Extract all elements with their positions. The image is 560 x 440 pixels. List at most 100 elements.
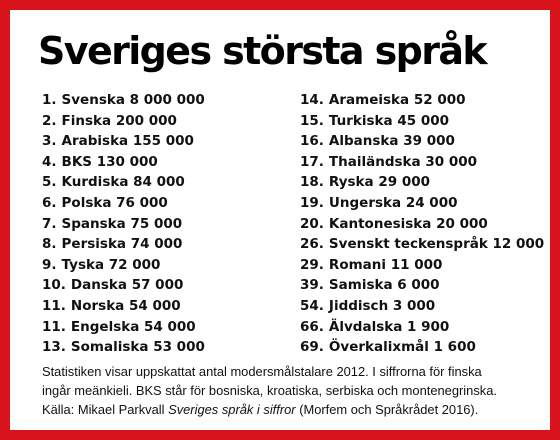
speaker-count: 39 000 bbox=[403, 133, 455, 150]
rank-number: 7. bbox=[42, 215, 57, 232]
rank-number: 16. bbox=[300, 133, 324, 150]
rank-number: 14. bbox=[300, 92, 324, 108]
language-name: Turkiska bbox=[328, 112, 393, 129]
language-name: Samiska bbox=[328, 277, 393, 294]
language-name: Somaliska bbox=[70, 339, 149, 356]
rank-number: 5. bbox=[42, 174, 57, 191]
rank-number: 3. bbox=[42, 133, 57, 150]
language-name: Svenskt teckenspråk bbox=[328, 236, 488, 253]
rank-number: 11. bbox=[42, 297, 66, 314]
rank-number: 26. bbox=[300, 236, 324, 253]
list-item: 7. Spanska 75 000 bbox=[42, 214, 292, 235]
footnote-line: ingår meänkieli. BKS står för bosniska, … bbox=[42, 383, 497, 398]
speaker-count: 52 000 bbox=[413, 92, 466, 108]
speaker-count: 30 000 bbox=[425, 153, 477, 170]
list-item: 11. Engelska 54 000 bbox=[42, 317, 292, 338]
footnote: Statistiken visar uppskattat antal moder… bbox=[42, 362, 557, 419]
list-item: 13. Somaliska 53 000 bbox=[42, 337, 292, 358]
language-name: Jiddisch bbox=[328, 297, 389, 314]
speaker-count: 20 000 bbox=[436, 215, 488, 232]
speaker-count: 11 000 bbox=[390, 256, 443, 273]
rank-number: 29. bbox=[300, 256, 324, 273]
list-item: 14. Arameiska 52 000 bbox=[300, 90, 550, 111]
rank-number: 69. bbox=[300, 339, 324, 356]
list-item: 54. Jiddisch 3 000 bbox=[300, 296, 550, 317]
rank-number: 17. bbox=[300, 153, 324, 170]
rank-number: 6. bbox=[42, 194, 57, 211]
list-item: 9. Tyska 72 000 bbox=[42, 255, 292, 276]
language-list-right: 14. Arameiska 52 000 15. Turkiska 45 000 16.… bbox=[300, 90, 550, 358]
rank-number: 13. bbox=[42, 339, 66, 356]
language-name: Thailändska bbox=[328, 153, 421, 170]
language-name: BKS bbox=[61, 153, 93, 170]
list-item: 16. Albanska 39 000 bbox=[300, 131, 550, 152]
list-item: 17. Thailändska 30 000 bbox=[300, 152, 550, 173]
language-name: Romani bbox=[328, 256, 387, 273]
page-title: Sveriges största språk bbox=[38, 29, 488, 73]
language-name: Tyska bbox=[61, 256, 105, 273]
footnote-line: Statistiken visar uppskattat antal moder… bbox=[42, 364, 482, 379]
language-name: Danska bbox=[70, 277, 127, 294]
list-item: 8. Persiska 74 000 bbox=[42, 234, 292, 255]
speaker-count: 76 000 bbox=[116, 194, 168, 211]
language-name: Polska bbox=[61, 194, 112, 211]
list-item: 39. Samiska 6 000 bbox=[300, 275, 550, 296]
speaker-count: 75 000 bbox=[130, 215, 183, 232]
list-item: 29. Romani 11 000 bbox=[300, 255, 550, 276]
list-item: 66. Älvdalska 1 900 bbox=[300, 317, 550, 338]
speaker-count: 8 000 000 bbox=[129, 92, 205, 108]
list-item: 2. Finska 200 000 bbox=[42, 111, 292, 132]
rank-number: 66. bbox=[300, 318, 324, 335]
list-item: 11. Norska 54 000 bbox=[42, 296, 292, 317]
source-prefix: Källa: Mikael Parkvall bbox=[42, 402, 169, 417]
language-name: Norska bbox=[70, 297, 125, 314]
list-item: 10. Danska 57 000 bbox=[42, 275, 292, 296]
language-name: Arameiska bbox=[328, 92, 410, 108]
list-item: 1. Svenska 8 000 000 bbox=[42, 90, 292, 111]
speaker-count: 3 000 bbox=[392, 297, 436, 314]
list-item: 3. Arabiska 155 000 bbox=[42, 131, 292, 152]
language-name: Älvdalska bbox=[328, 318, 403, 335]
rank-number: 39. bbox=[300, 277, 324, 294]
speaker-count: 200 000 bbox=[115, 112, 177, 129]
speaker-count: 54 000 bbox=[144, 318, 196, 335]
language-name: Albanska bbox=[328, 133, 399, 150]
rank-number: 11. bbox=[42, 318, 66, 335]
language-name: Finska bbox=[61, 112, 112, 129]
language-name: Kurdiska bbox=[61, 174, 129, 191]
language-name: Arabiska bbox=[61, 133, 129, 150]
speaker-count: 74 000 bbox=[130, 236, 183, 253]
list-item: 19. Ungerska 24 000 bbox=[300, 193, 550, 214]
speaker-count: 84 000 bbox=[133, 174, 185, 191]
source-title: Sveriges språk i siffror bbox=[168, 402, 296, 417]
rank-number: 4. bbox=[42, 153, 57, 170]
rank-number: 54. bbox=[300, 297, 324, 314]
speaker-count: 130 000 bbox=[96, 153, 158, 170]
language-name: Engelska bbox=[70, 318, 140, 335]
language-name: Kantonesiska bbox=[328, 215, 432, 232]
language-name: Ryska bbox=[328, 174, 374, 191]
list-item: 6. Polska 76 000 bbox=[42, 193, 292, 214]
rank-number: 9. bbox=[42, 256, 57, 273]
speaker-count: 45 000 bbox=[397, 112, 450, 129]
list-item: 4. BKS 130 000 bbox=[42, 152, 292, 173]
language-name: Persiska bbox=[61, 236, 127, 253]
language-list-left: 1. Svenska 8 000 000 2. Finska 200 000 3. Ara… bbox=[42, 90, 292, 358]
list-item: 18. Ryska 29 000 bbox=[300, 172, 550, 193]
rank-number: 15. bbox=[300, 112, 324, 129]
list-item: 69. Överkalixmål 1 600 bbox=[300, 337, 550, 358]
speaker-count: 155 000 bbox=[132, 133, 194, 150]
rank-number: 19. bbox=[300, 194, 324, 211]
rank-number: 18. bbox=[300, 174, 324, 191]
language-name: Överkalixmål bbox=[328, 339, 429, 356]
list-item: 26. Svenskt teckenspråk 12 000 bbox=[300, 234, 550, 255]
rank-number: 1. bbox=[42, 92, 57, 108]
speaker-count: 6 000 bbox=[397, 277, 440, 294]
speaker-count: 29 000 bbox=[378, 174, 431, 191]
rank-number: 8. bbox=[42, 236, 57, 253]
list-item: 15. Turkiska 45 000 bbox=[300, 111, 550, 132]
speaker-count: 54 000 bbox=[128, 297, 181, 314]
source-suffix: (Morfem och Språkrådet 2016). bbox=[295, 402, 479, 417]
speaker-count: 1 900 bbox=[407, 318, 450, 335]
speaker-count: 57 000 bbox=[131, 277, 184, 294]
